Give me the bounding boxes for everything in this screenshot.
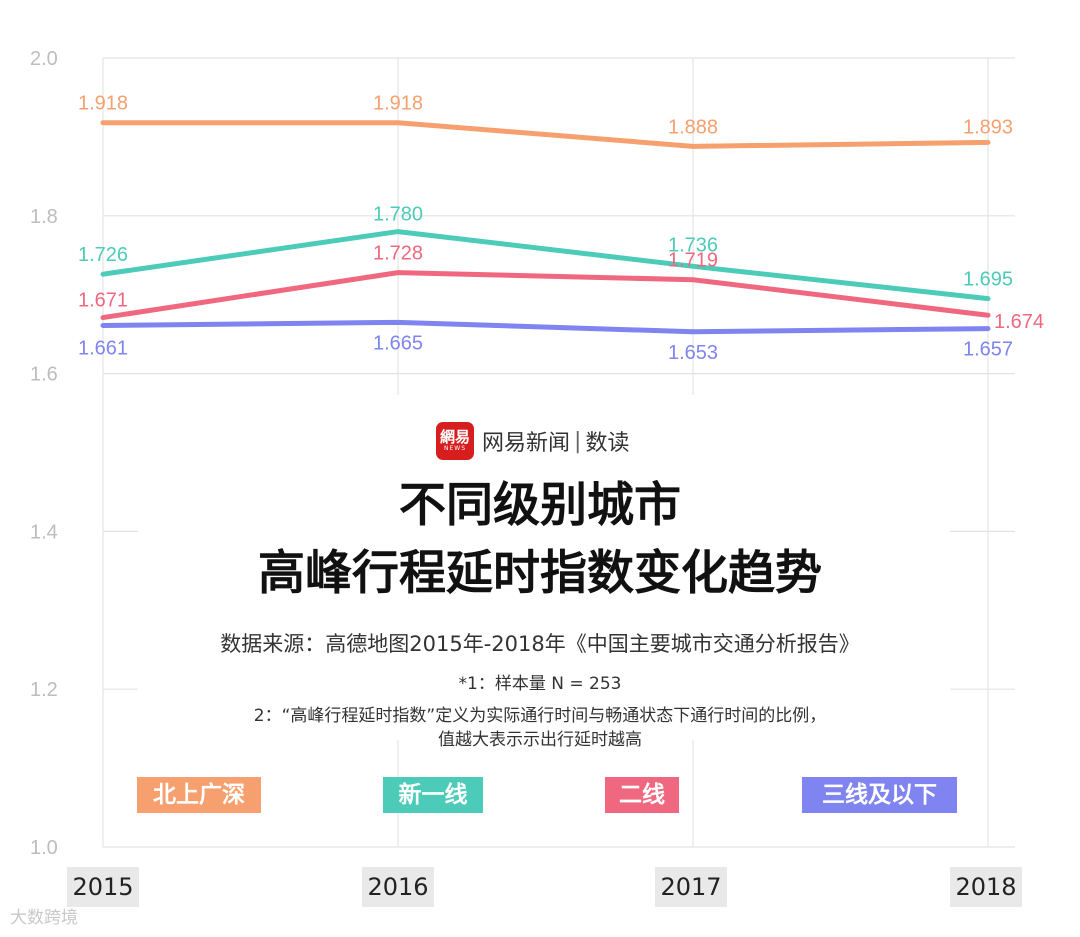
- data-label: 1.719: [668, 250, 718, 272]
- netease-news-logo: 網易 NEWS: [436, 422, 474, 460]
- y-tick-label: 1.2: [30, 679, 58, 701]
- x-tick-2018: 2018: [950, 867, 1022, 907]
- legend-new-tier1: 新一线: [383, 777, 483, 813]
- data-label: 1.671: [78, 290, 128, 312]
- brand-separator: |: [574, 428, 582, 454]
- data-labels: 1.918 1.918 1.888 1.893 1.726 1.780 1.736 1.695…: [78, 93, 1044, 364]
- data-label: 1.780: [373, 204, 423, 226]
- series-lines: [100, 120, 991, 335]
- brand-sub: 数读: [585, 431, 630, 456]
- data-label: 1.653: [668, 342, 718, 364]
- data-label: 1.674: [994, 311, 1044, 333]
- data-label: 1.728: [373, 243, 423, 265]
- data-label: 1.736: [668, 234, 718, 256]
- data-label: 1.661: [78, 337, 128, 359]
- legend-tier2: 二线: [605, 777, 679, 813]
- note-definition: 2：“高峰行程延时指数”定义为实际通行时间与畅通状态下通行时间的比例，: [253, 706, 827, 726]
- legend-tier3-below: 三线及以下: [802, 777, 957, 813]
- y-tick-label: 1.0: [30, 837, 58, 859]
- y-tick-label: 2.0: [30, 48, 58, 70]
- note-definition-cont: 值越大表示示出行延时越高: [438, 730, 642, 750]
- y-axis-ticks: 2.0 1.8 1.6 1.4 1.2 1.0: [30, 48, 58, 859]
- data-label: 1.918: [373, 93, 423, 115]
- data-label: 1.665: [373, 332, 423, 354]
- y-tick-label: 1.4: [30, 521, 58, 543]
- data-label: 1.726: [78, 244, 128, 266]
- x-tick-2015: 2015: [67, 867, 139, 907]
- data-label: 1.657: [963, 339, 1013, 361]
- title-panel: [138, 395, 950, 740]
- chart-title-line1: 不同级别城市: [399, 478, 681, 533]
- y-tick-label: 1.8: [30, 206, 58, 228]
- data-label: 1.695: [963, 269, 1013, 291]
- data-label: 1.918: [78, 93, 128, 115]
- brand-name: 网易新闻: [482, 431, 571, 456]
- watermark: 大数跨境: [10, 908, 78, 928]
- data-label: 1.888: [668, 116, 718, 138]
- data-source: 数据来源：高德地图2015年-2018年《中国主要城市交通分析报告》: [220, 632, 860, 656]
- data-label: 1.893: [963, 116, 1013, 138]
- series-line-4: [100, 319, 991, 335]
- x-tick-2016: 2016: [362, 867, 434, 907]
- note-sample-size: *1：样本量 N = 253: [458, 674, 622, 694]
- logo-sub-text: NEWS: [443, 444, 467, 452]
- series-line-3: [100, 270, 991, 321]
- logo-main-text: 網易: [439, 427, 470, 446]
- legend-tier1: 北上广深: [137, 777, 261, 813]
- y-tick-label: 1.6: [30, 364, 58, 386]
- series-line-2: [100, 229, 991, 302]
- x-tick-2017: 2017: [655, 867, 727, 907]
- chart-title-line2: 高峰行程延时指数变化趋势: [258, 546, 822, 601]
- brand: 網易 NEWS 网易新闻 | 数读: [436, 422, 629, 460]
- series-line-1: [100, 120, 991, 149]
